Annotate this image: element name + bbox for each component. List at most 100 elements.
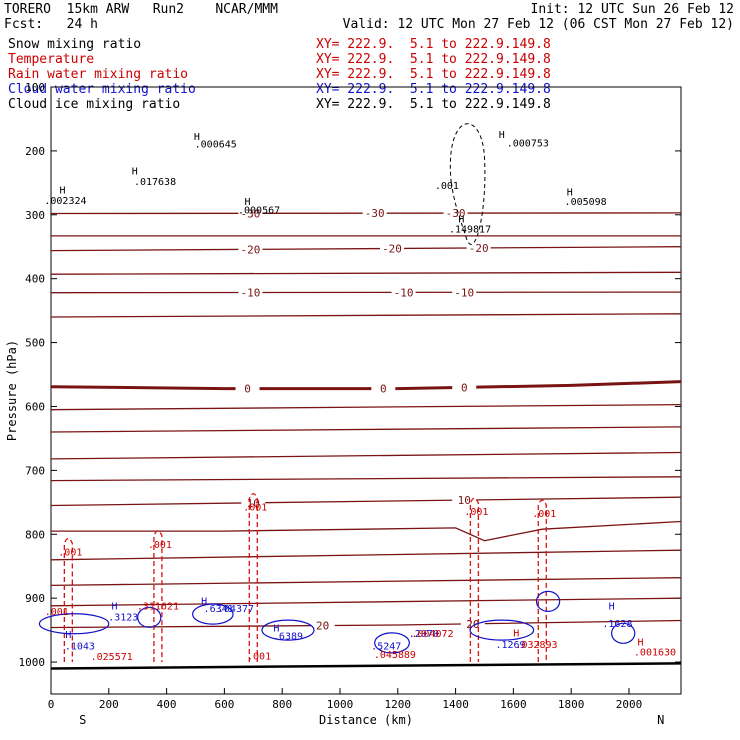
maximum-label: .311621 bbox=[137, 602, 179, 613]
isotherm-label: -20 bbox=[240, 243, 260, 256]
maximum-label: .6389 bbox=[273, 632, 303, 643]
isotherm-label-bg bbox=[371, 382, 396, 395]
maximum-label: .005098 bbox=[565, 197, 607, 208]
isotherm-label: -30 bbox=[446, 207, 466, 220]
maximum-label: H bbox=[273, 623, 279, 634]
isotherm-label: 10 bbox=[247, 497, 260, 510]
legend-cloud-water-label: Cloud water mixing ratio bbox=[8, 82, 196, 97]
isotherm-label: -10 bbox=[394, 286, 414, 299]
isotherm-label: -20 bbox=[469, 242, 489, 255]
y-tick-label: 300 bbox=[25, 209, 45, 222]
rain-peak-label: .001 bbox=[243, 503, 267, 514]
maximum-label: .1269 bbox=[495, 640, 525, 651]
isotherm-line bbox=[50, 380, 682, 391]
isotherm-line bbox=[50, 426, 682, 433]
rain-peak-label: .001 bbox=[464, 507, 488, 518]
maximum-label: .001 bbox=[435, 181, 459, 192]
maximum-label: .149817 bbox=[449, 225, 491, 236]
maximum-label: H bbox=[60, 186, 66, 197]
isotherm-label-bg bbox=[443, 207, 468, 220]
legend-rain-xy: XY= 222.9. 5.1 to 222.9.149.8 bbox=[316, 67, 551, 82]
y-axis-title: Pressure (hPa) bbox=[5, 340, 19, 441]
maximum-label: .000567 bbox=[238, 206, 280, 217]
isotherm-label: 20 bbox=[466, 618, 479, 631]
y-tick-label: 400 bbox=[25, 273, 45, 286]
maximum-label: H bbox=[499, 130, 505, 141]
cloud-water-contour bbox=[535, 590, 561, 612]
plot-frame bbox=[50, 86, 682, 695]
isotherm-line bbox=[50, 271, 682, 275]
isotherm-label-bg bbox=[452, 381, 477, 394]
maximum-label: .5247 bbox=[371, 641, 401, 652]
y-tick-label: 100 bbox=[25, 81, 45, 94]
legend-snow-label: Snow mixing ratio bbox=[8, 37, 142, 52]
isotherm-label-bg bbox=[466, 241, 491, 254]
cloud-water-contour bbox=[137, 606, 162, 628]
maximum-label: .3123 bbox=[108, 613, 138, 624]
isotherm-line bbox=[50, 403, 682, 411]
cloud-water-contour bbox=[38, 613, 110, 635]
rain-contour bbox=[537, 499, 547, 663]
isotherm-label-bg bbox=[238, 286, 263, 299]
maximum-label: .000645 bbox=[195, 140, 237, 151]
maximum-label: .2070 bbox=[409, 629, 439, 640]
rain-peak-label: .001 bbox=[148, 540, 172, 551]
y-tick-label: 600 bbox=[25, 400, 45, 413]
rain-contour bbox=[153, 530, 163, 663]
maximum-label: H bbox=[609, 602, 615, 613]
isotherm-line bbox=[50, 577, 682, 587]
legend-rain-label: Rain water mixing ratio bbox=[8, 67, 189, 82]
x-tick-label: 800 bbox=[272, 698, 292, 711]
isotherm-line bbox=[50, 597, 682, 607]
isotherm-line bbox=[50, 313, 682, 318]
rain-contour bbox=[63, 537, 73, 663]
cloud-water-contour bbox=[469, 619, 535, 641]
maximum-label: .025571 bbox=[91, 652, 133, 663]
isotherm-line bbox=[51, 520, 682, 542]
maximum-label: .6341 bbox=[204, 604, 234, 615]
isotherm-label: 0 bbox=[380, 383, 387, 396]
rain-peak-label: .001 bbox=[532, 509, 556, 520]
x-tick-label: 200 bbox=[99, 698, 119, 711]
y-tick-label: 1000 bbox=[19, 656, 46, 669]
header-title: TORERO 15km ARW Run2 NCAR/MMM bbox=[4, 2, 278, 17]
y-tick-label: 900 bbox=[25, 592, 45, 605]
maximum-label: .002324 bbox=[44, 196, 86, 207]
maximum-label: .032893 bbox=[515, 640, 557, 651]
maximum-label: H bbox=[201, 597, 207, 608]
isotherm-line bbox=[50, 476, 682, 482]
maximum-label: .001 bbox=[45, 607, 69, 618]
rain-contour bbox=[469, 497, 480, 663]
legend-snow-xy: XY= 222.9. 5.1 to 222.9.149.8 bbox=[316, 37, 551, 52]
maximum-label: .001630 bbox=[634, 648, 676, 659]
maximum-label: .1628 bbox=[602, 619, 632, 630]
isotherm-label-bg bbox=[235, 382, 260, 395]
maximum-label: .004072 bbox=[411, 629, 453, 640]
isotherm-label-bg bbox=[241, 496, 266, 509]
x-tick-label: 1000 bbox=[327, 698, 354, 711]
cloud-water-contour bbox=[611, 622, 636, 644]
x-tick-label: 600 bbox=[214, 698, 234, 711]
y-tick-label: 200 bbox=[25, 145, 45, 158]
isotherm-label: -10 bbox=[240, 287, 260, 300]
isotherm-label-bg bbox=[310, 619, 335, 632]
x-tick-label: 1200 bbox=[385, 698, 412, 711]
maximum-label: H bbox=[513, 628, 519, 639]
header-valid-time: Valid: 12 UTC Mon 27 Feb 12 (06 CST Mon … bbox=[342, 17, 734, 32]
maximum-label: H bbox=[244, 197, 250, 208]
isotherm-label: -20 bbox=[382, 242, 402, 255]
isotherm-label-bg bbox=[452, 286, 477, 299]
x-end-label-north: N bbox=[657, 713, 664, 727]
maximum-label: H bbox=[458, 214, 464, 225]
isotherm-label: -30 bbox=[240, 207, 260, 220]
isotherm-line bbox=[50, 496, 682, 507]
maximum-label: .017638 bbox=[134, 177, 176, 188]
cloud-water-contour bbox=[261, 619, 315, 641]
legend-cloud-ice-label: Cloud ice mixing ratio bbox=[8, 97, 181, 112]
header-forecast-hour: Fcst: 24 h bbox=[4, 17, 98, 32]
x-tick-label: 400 bbox=[157, 698, 177, 711]
maximum-label: H bbox=[567, 188, 573, 199]
maximum-label: .1043 bbox=[65, 641, 95, 652]
isotherm-label: -10 bbox=[454, 286, 474, 299]
